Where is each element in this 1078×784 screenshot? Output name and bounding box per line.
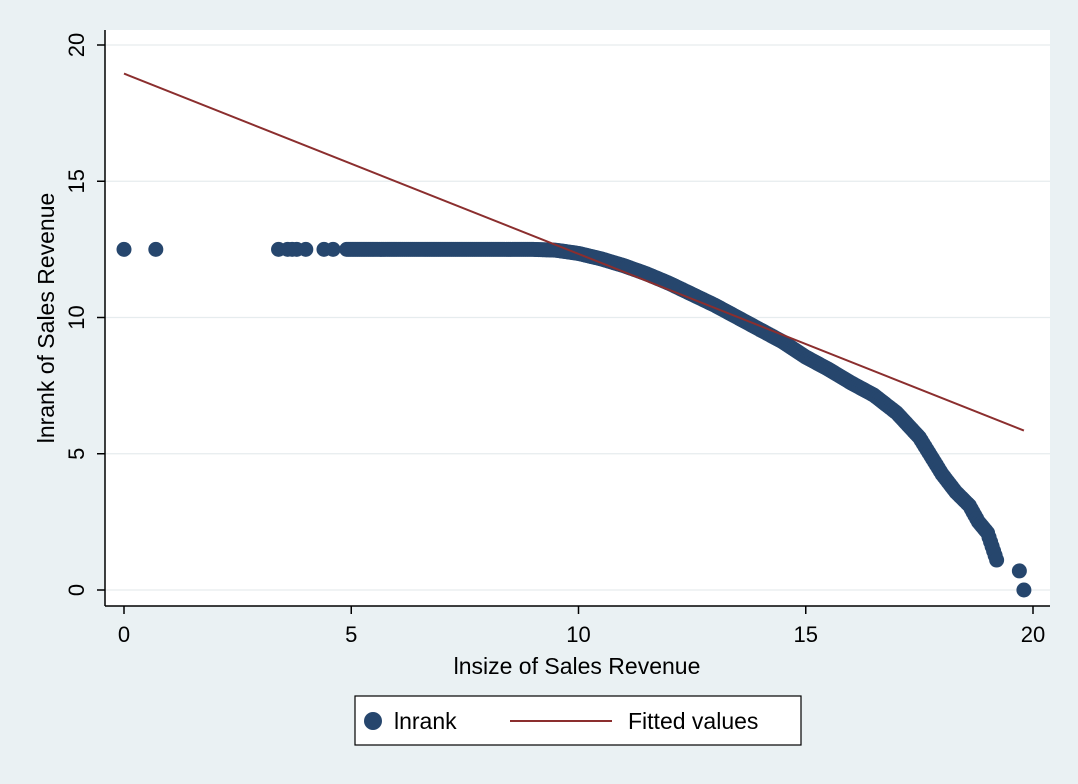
legend-label-fitted: Fitted values xyxy=(628,708,758,734)
grid-lines xyxy=(105,44,1050,591)
y-tick-label: 15 xyxy=(64,169,89,193)
y-axis-title: lnrank of Sales Revenue xyxy=(33,193,59,444)
x-tick-label: 0 xyxy=(118,622,130,647)
y-tick-label: 10 xyxy=(64,305,89,329)
x-tick-label: 20 xyxy=(1021,622,1045,647)
scatter-point xyxy=(1016,582,1032,598)
legend: lnrank Fitted values xyxy=(354,695,802,746)
fitted-line xyxy=(123,72,1025,432)
scatter-point xyxy=(989,552,1005,568)
legend-label-lnrank: lnrank xyxy=(394,708,457,734)
x-tick-label: 15 xyxy=(794,622,818,647)
x-axis-title: lnsize of Sales Revenue xyxy=(454,653,701,679)
scatter-point xyxy=(148,241,164,257)
scatter-point xyxy=(298,241,314,257)
y-ticks: 0 5 10 15 20 xyxy=(64,33,105,596)
y-tick-label: 20 xyxy=(64,33,89,57)
scatter-point xyxy=(116,241,132,257)
x-tick-label: 10 xyxy=(566,622,590,647)
scatter-point xyxy=(1011,563,1027,579)
fitted-line-series xyxy=(123,72,1025,432)
legend-marker-lnrank xyxy=(364,712,382,730)
scatter-point xyxy=(325,241,341,257)
x-tick-label: 5 xyxy=(345,622,357,647)
y-tick-label: 5 xyxy=(64,448,89,460)
x-ticks: 0 5 10 15 20 xyxy=(118,606,1045,647)
y-tick-label: 0 xyxy=(64,584,89,596)
